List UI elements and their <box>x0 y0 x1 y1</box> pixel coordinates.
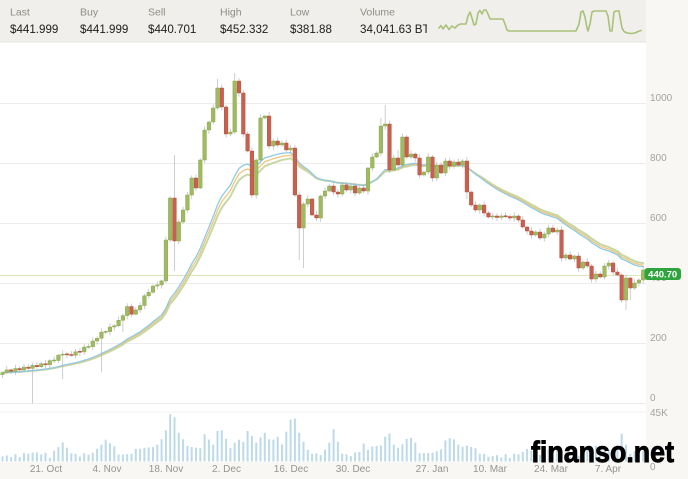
svg-text:7. Apr: 7. Apr <box>595 464 622 475</box>
svg-text:Volume: Volume <box>360 7 395 19</box>
svg-text:30. Dec: 30. Dec <box>336 464 370 475</box>
svg-text:16. Dec: 16. Dec <box>274 464 308 475</box>
svg-text:2. Dec: 2. Dec <box>212 464 241 475</box>
svg-text:440.70: 440.70 <box>648 270 677 281</box>
svg-text:$441.999: $441.999 <box>10 23 58 36</box>
svg-text:800: 800 <box>650 153 667 164</box>
svg-text:24. Mar: 24. Mar <box>534 464 569 475</box>
svg-text:4. Nov: 4. Nov <box>93 464 122 475</box>
svg-text:$381.88: $381.88 <box>290 23 332 36</box>
svg-text:21. Oct: 21. Oct <box>30 464 62 475</box>
svg-text:10. Mar: 10. Mar <box>473 464 508 475</box>
svg-text:High: High <box>220 7 242 19</box>
svg-text:Buy: Buy <box>80 7 99 19</box>
svg-text:18. Nov: 18. Nov <box>149 464 183 475</box>
svg-text:$441.999: $441.999 <box>80 23 128 36</box>
svg-text:$440.701: $440.701 <box>148 23 196 36</box>
svg-text:200: 200 <box>650 333 667 344</box>
svg-text:0: 0 <box>650 462 656 473</box>
svg-text:Last: Last <box>10 7 30 19</box>
svg-text:27. Jan: 27. Jan <box>416 464 449 475</box>
svg-text:finanso.net: finanso.net <box>531 436 674 469</box>
svg-text:$452.332: $452.332 <box>220 23 268 36</box>
svg-text:Sell: Sell <box>148 7 166 19</box>
svg-text:Low: Low <box>290 7 310 19</box>
svg-text:0: 0 <box>650 393 656 404</box>
svg-text:45K: 45K <box>650 408 668 419</box>
svg-text:600: 600 <box>650 213 667 224</box>
svg-text:34,041.63 BTC: 34,041.63 BTC <box>360 23 438 36</box>
svg-text:1000: 1000 <box>650 93 673 104</box>
